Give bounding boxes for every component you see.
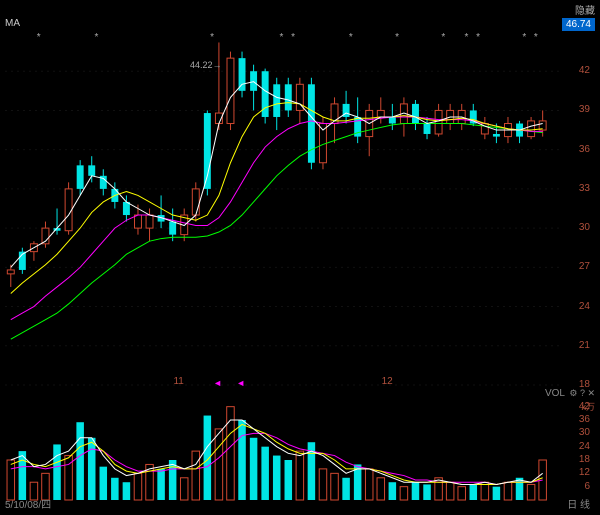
vol-y-tick: 30 (579, 427, 590, 438)
price-y-tick: 42 (579, 65, 590, 76)
price-x-tick: 12 (382, 376, 393, 387)
price-y-tick: 27 (579, 261, 590, 272)
price-y-tick: 18 (579, 379, 590, 390)
price-y-tick: 21 (579, 340, 590, 351)
price-x-tick: 11 (173, 376, 183, 387)
price-y-tick: 24 (579, 301, 590, 312)
price-y-tick: 36 (579, 144, 590, 155)
vol-arrow-marker: ◄ (236, 378, 245, 388)
price-annotation: 44.22→ (190, 60, 222, 70)
vol-y-tick: 42 (579, 401, 590, 412)
price-y-tick: 39 (579, 104, 590, 115)
price-y-tick: 33 (579, 183, 590, 194)
price-chart[interactable] (0, 0, 600, 390)
footer-right: 日 线 (567, 496, 590, 511)
volume-chart[interactable] (0, 395, 600, 510)
vol-y-tick: 18 (579, 454, 590, 465)
vol-label: VOL (545, 388, 565, 399)
vol-y-tick: 6 (584, 481, 590, 492)
vol-y-tick: 36 (579, 414, 590, 425)
chart-container: 隐藏 MA 46.74 VOL ⚙ ? ✕ x万 5/10/08/四 日 线 1… (0, 0, 600, 515)
vol-y-tick: 12 (579, 467, 590, 478)
vol-arrow-marker: ◄ (213, 378, 222, 388)
footer-date: 5/10/08/四 (5, 496, 51, 511)
vol-y-tick: 24 (579, 441, 590, 452)
price-y-tick: 30 (579, 222, 590, 233)
